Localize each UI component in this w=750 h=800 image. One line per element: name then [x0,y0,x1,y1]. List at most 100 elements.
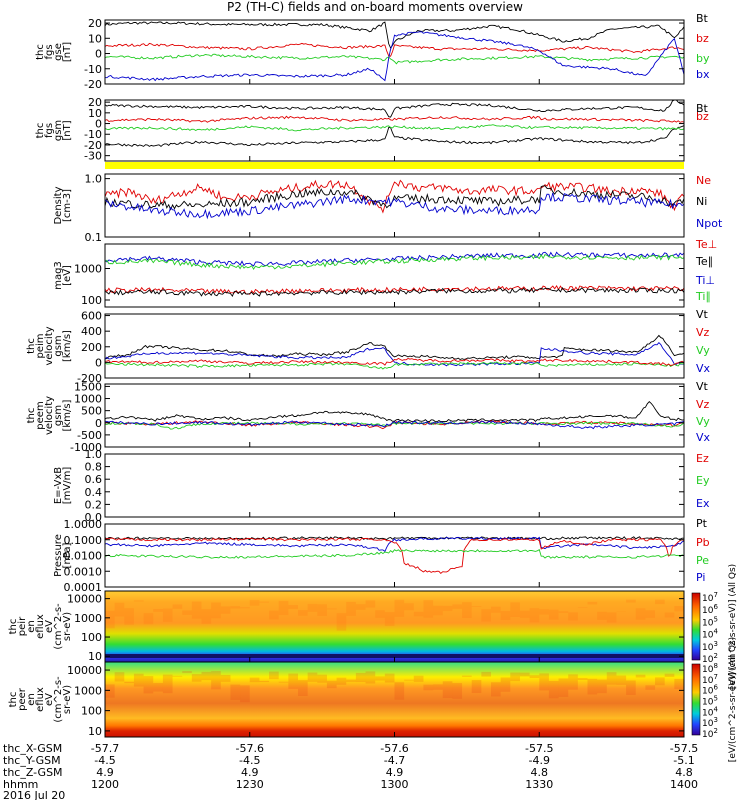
colorbar-tick-exp: 7 [713,673,717,681]
ytick-label: 0 [95,48,102,61]
spectrogram-cell [635,608,646,620]
spectrogram-cell [220,674,231,682]
y-axis-label: E=-VxB [53,467,64,504]
spectrogram-cell [568,674,578,690]
panel-peir-eflux: 10000 1000 100 10 thcpeirenefluxeV(cm^2-s-sr… [8,564,738,689]
series-fgs-gsm-bz [104,115,685,123]
spectrogram-cell [162,674,173,694]
spectrogram-cell [626,680,636,696]
y-axis-label: sr-eV) [62,685,73,714]
ytick-label: 1.0000 [64,518,103,531]
spectrogram-cell [442,681,453,699]
spectrogram-cell [674,606,684,612]
ytick-label: 1500 [74,380,102,393]
ytick-label: 20 [88,96,102,109]
ytick-label: 0.8 [85,461,103,474]
ytick-label: 10000 [67,593,102,606]
ytick-label: -20 [84,78,102,91]
spectrogram-cell [462,602,472,619]
spectrogram-cell [433,684,443,690]
legend-label-Bt: Bt [696,12,709,25]
spectrogram-cell [105,684,115,698]
x-axis-value-x: -57.5 [670,742,698,755]
spectrogram-cell [114,602,125,617]
plot-title: P2 (TH-C) fields and on-board moments ov… [227,0,523,14]
spectrogram-cell [182,610,192,615]
x-axis-row-label: thc_Y-GSM [3,754,61,767]
spectrogram-cell [201,609,212,624]
spectrogram-cell [124,681,134,684]
y-axis-label: peim [35,333,46,358]
colorbar-tick-exp: 3 [713,640,717,648]
series-density-Npot [104,192,685,220]
spectrogram-cell [529,608,540,623]
spectrogram-cell [597,679,607,694]
y-axis-label: peer [17,687,28,711]
x-axis-value-z: 4.9 [96,766,114,779]
spectrogram-cell [558,611,569,613]
colorbar-tick-exp: 6 [713,684,718,692]
spectrogram-cell [587,678,598,695]
ytick-label: 1000 [74,393,102,406]
spectrogram-cell [674,678,684,690]
ytick-label: 10 [88,107,102,120]
spectrogram-cell [645,685,656,690]
spectrogram-cell [442,605,453,612]
spectrogram-cell [230,684,241,700]
legend-label-Vz: Vz [696,398,710,411]
spectrogram-cell [365,600,376,608]
panel-frame [104,313,685,379]
spectrogram-cell [606,612,617,623]
spectrogram-cell [568,612,578,621]
spectrogram-cell [336,677,347,685]
colorbar-tick-exp: 6 [713,603,718,611]
spectrogram-cell [230,606,241,609]
spectrogram-cell [172,604,183,609]
colorbar-tick-exp: 7 [713,591,717,599]
ytick-label: 0.4 [85,486,103,499]
spectrogram-cell [655,677,665,686]
spectrogram-cell [655,599,665,605]
colorbar-tick-exp: 4 [713,705,718,713]
spectrogram-cell [240,607,250,609]
ytick-label: 1.0 [85,173,103,186]
legend-label-bz: bz [696,32,709,45]
spectrogram-cell [452,604,463,609]
spectrogram-cell [635,674,646,678]
spectrogram-cell [307,603,318,612]
spectrogram-cell [577,678,588,680]
series-density-Ni [104,185,685,211]
y-axis-label: [nPa] [62,542,73,568]
spectrogram-cell [423,684,434,691]
y-axis-label: fgs [44,123,55,138]
y-axis-label: [nT] [62,42,73,62]
spectrogram-cell [346,679,356,682]
x-axis-value-z: 4.8 [531,766,549,779]
spectrogram-cell [384,612,395,627]
legend-label-Vz: Vz [696,326,710,339]
spectrogram-cell [500,610,511,621]
series-peim-velocity-Vt [104,334,685,361]
y-axis-label: eflux [35,614,46,639]
spectrogram-cell [133,673,144,687]
y-axis-label: eV [44,693,55,706]
spectrogram-cell [307,672,318,682]
colorbar [691,592,701,661]
x-axis-value-y: -4.5 [94,754,115,767]
spectrogram-cell [211,671,221,690]
panel-frame [104,383,685,448]
spectrogram-cell [597,611,607,620]
legend-label-Vy: Vy [696,344,710,357]
y-axis-label: peir [17,616,28,636]
ytick-label: 10 [88,650,102,663]
spectrogram-cell [259,601,270,603]
y-axis-label: velocity [44,326,55,365]
panel-density: 1.0 0.1 Density[cm-3] Ne Ni Npot [53,173,723,244]
x-axis-row-label: hhmm [3,778,38,791]
spectrogram-cell [269,610,279,620]
series-pressure-Pt [104,536,684,541]
spectrogram-cell [336,613,347,631]
